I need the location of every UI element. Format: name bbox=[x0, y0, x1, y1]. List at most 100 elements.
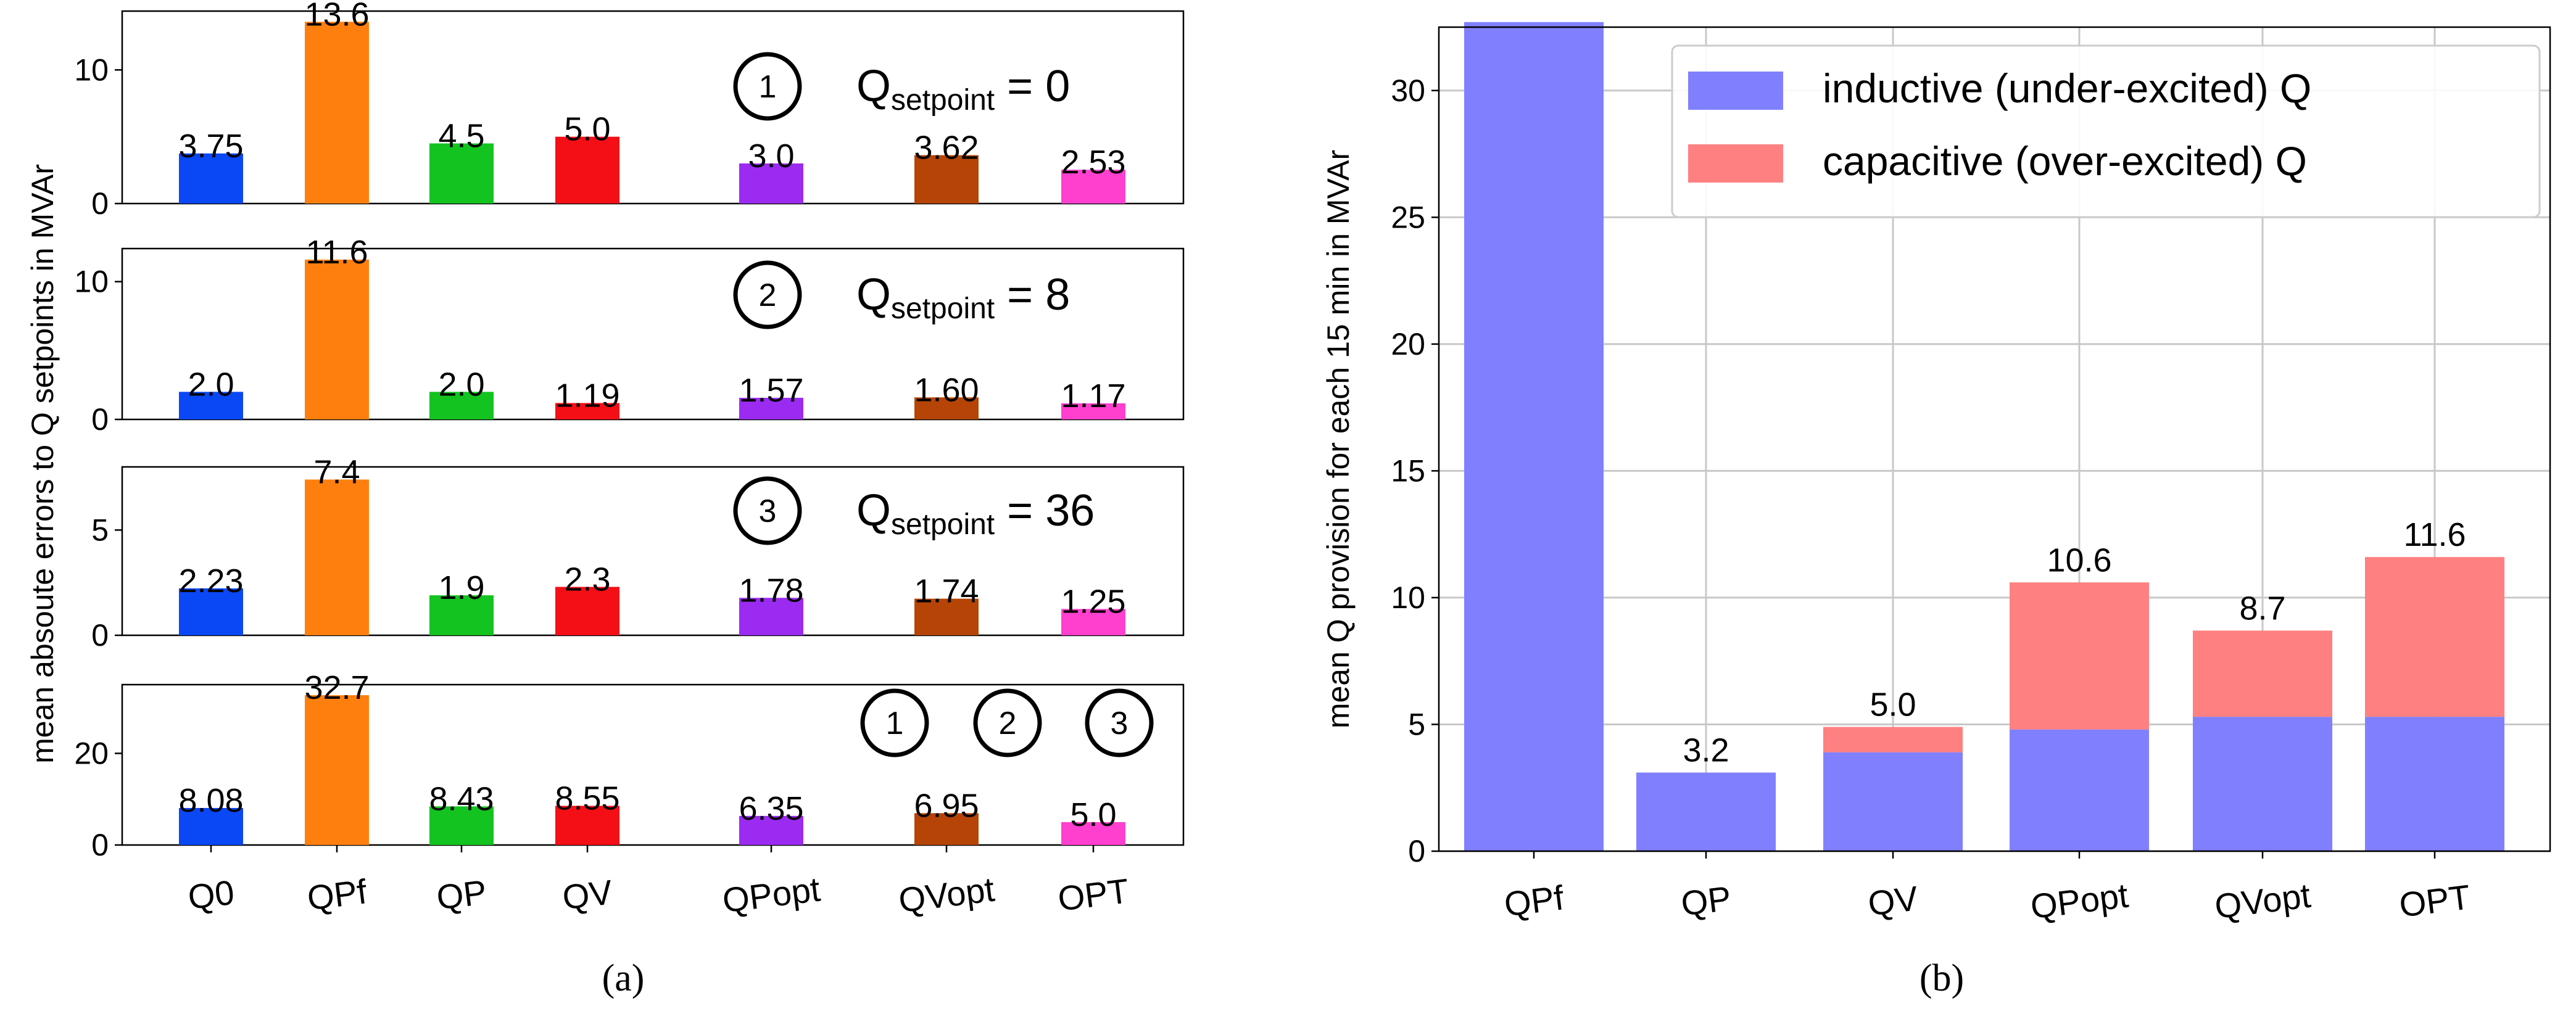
scenario-marker-circle bbox=[733, 476, 802, 545]
bar-qpopt bbox=[739, 815, 803, 845]
legend-box bbox=[1671, 44, 2541, 218]
subplot-frame bbox=[121, 683, 1185, 846]
scenario-marker-circle bbox=[733, 260, 802, 329]
legend-label-capacitive: capacitive (over-excited) Q bbox=[1823, 138, 2307, 184]
y-tick-label: 15 bbox=[1391, 453, 1425, 488]
y-tick-label: 10 bbox=[1391, 580, 1425, 615]
setpoint-subscript: setpoint bbox=[891, 292, 995, 325]
y-tick-label: 25 bbox=[1391, 200, 1425, 234]
scenario-marker-number: 3 bbox=[759, 493, 777, 529]
x-tick-label: OPT bbox=[2397, 877, 2472, 925]
scenario-marker-number: 2 bbox=[759, 278, 777, 313]
bar-qp bbox=[429, 143, 494, 204]
setpoint-annotation: Qsetpoint = 0 bbox=[856, 62, 1070, 117]
subplot-frame bbox=[121, 466, 1185, 637]
bar-qv-capacitive bbox=[1823, 727, 1963, 752]
bar-qpf bbox=[305, 259, 369, 419]
scenario-marker-circle bbox=[973, 688, 1042, 757]
y-tick-label: 0 bbox=[91, 828, 109, 862]
setpoint-subscript: setpoint bbox=[891, 508, 995, 541]
panel-b-chart: mean Q provision for each 15 min in MVAr… bbox=[1321, 22, 2551, 999]
data-label: 7.4 bbox=[313, 453, 360, 490]
y-tick-label: 0 bbox=[1408, 834, 1425, 868]
scenario-marker-number: 1 bbox=[759, 69, 777, 105]
setpoint-q: Q bbox=[856, 62, 891, 111]
bar-q0 bbox=[179, 153, 243, 204]
bar-qp bbox=[429, 392, 494, 419]
bar-qpf bbox=[305, 695, 369, 845]
scenario-marker-number: 3 bbox=[1111, 706, 1129, 741]
bar-qv bbox=[555, 587, 619, 635]
data-label: 4.5 bbox=[438, 118, 484, 155]
data-label: 13.6 bbox=[304, 0, 369, 33]
setpoint-annotation: Qsetpoint = 8 bbox=[856, 270, 1070, 325]
y-tick-label: 30 bbox=[1391, 73, 1425, 108]
bar-qpopt bbox=[739, 598, 803, 635]
y-tick-label: 10 bbox=[74, 265, 109, 299]
bar-qvopt-capacitive bbox=[2193, 630, 2332, 717]
panel-a-y-axis-label: mean absoute errors to Q setpoints in MV… bbox=[25, 164, 60, 764]
scenario-marker-circle bbox=[1085, 688, 1154, 757]
legend-swatch-capacitive bbox=[1688, 144, 1783, 183]
data-label: 5.0 bbox=[1870, 686, 1916, 723]
x-tick-label: QV bbox=[1866, 878, 1921, 923]
bar-opt bbox=[1061, 822, 1125, 845]
subplot-frame bbox=[121, 10, 1185, 205]
bar-qpopt bbox=[739, 397, 803, 419]
bar-q0 bbox=[179, 588, 243, 635]
data-label: 32.7 bbox=[304, 669, 369, 706]
setpoint-value: = 8 bbox=[995, 270, 1070, 319]
bar-qvopt bbox=[914, 813, 979, 845]
bar-qvopt bbox=[914, 598, 979, 635]
data-label: 1.78 bbox=[739, 572, 803, 609]
data-label: 3.2 bbox=[1683, 732, 1729, 769]
data-label: 6.95 bbox=[914, 787, 979, 824]
data-label: 5.0 bbox=[1070, 796, 1116, 833]
data-label: 5.0 bbox=[564, 111, 610, 148]
panel-b-caption: (b) bbox=[1920, 957, 1964, 999]
data-label: 8.08 bbox=[178, 782, 243, 819]
bar-qpf bbox=[305, 22, 369, 204]
panel-b-frame bbox=[1438, 26, 2551, 852]
y-tick-label: 0 bbox=[91, 186, 109, 221]
setpoint-q: Q bbox=[856, 270, 891, 319]
x-tick-label: QP bbox=[1679, 878, 1733, 923]
data-label: 1.60 bbox=[914, 371, 979, 408]
scenario-marker-circle bbox=[860, 688, 929, 757]
data-label: 8.43 bbox=[429, 780, 494, 817]
data-label: 10.6 bbox=[2047, 542, 2111, 579]
bar-qpopt-inductive bbox=[2010, 729, 2149, 851]
bar-qp-inductive bbox=[1636, 772, 1776, 851]
y-tick-label: 10 bbox=[74, 52, 109, 87]
bar-qvopt bbox=[914, 397, 979, 419]
data-label: 3.62 bbox=[914, 130, 979, 167]
bar-q0 bbox=[179, 807, 243, 845]
data-label: 1.17 bbox=[1061, 377, 1125, 414]
data-label: 2.0 bbox=[188, 366, 234, 403]
setpoint-q: Q bbox=[856, 486, 891, 535]
data-label: 8.7 bbox=[2239, 590, 2285, 627]
data-label: 1.9 bbox=[438, 569, 484, 606]
bar-qpf bbox=[305, 479, 369, 635]
scenario-marker-circle bbox=[733, 52, 802, 121]
data-label: 1.74 bbox=[914, 573, 979, 610]
bar-qpopt-capacitive bbox=[2010, 582, 2149, 730]
panel-a-x-axis: Q0 QPf QP QV QPopt QVopt OPT bbox=[186, 845, 1131, 920]
subplot-frame bbox=[121, 247, 1185, 421]
bar-qvopt bbox=[914, 155, 979, 204]
data-label: 6.35 bbox=[739, 790, 803, 827]
data-label: 8.55 bbox=[555, 780, 619, 817]
setpoint-annotation: Qsetpoint = 36 bbox=[856, 486, 1095, 541]
bar-q0 bbox=[179, 392, 243, 419]
bar-qv bbox=[555, 403, 619, 419]
panel-b-y-axis-label: mean Q provision for each 15 min in MVAr bbox=[1321, 150, 1356, 728]
bar-qpopt bbox=[739, 163, 803, 204]
data-label: 2.0 bbox=[438, 366, 484, 403]
x-tick-label: QV bbox=[560, 872, 615, 917]
x-tick-label: OPT bbox=[1056, 871, 1131, 918]
scenario-marker-number: 2 bbox=[999, 706, 1017, 741]
setpoint-subscript: setpoint bbox=[891, 84, 995, 117]
bar-qv bbox=[555, 136, 619, 204]
data-label: 11.6 bbox=[305, 234, 368, 271]
